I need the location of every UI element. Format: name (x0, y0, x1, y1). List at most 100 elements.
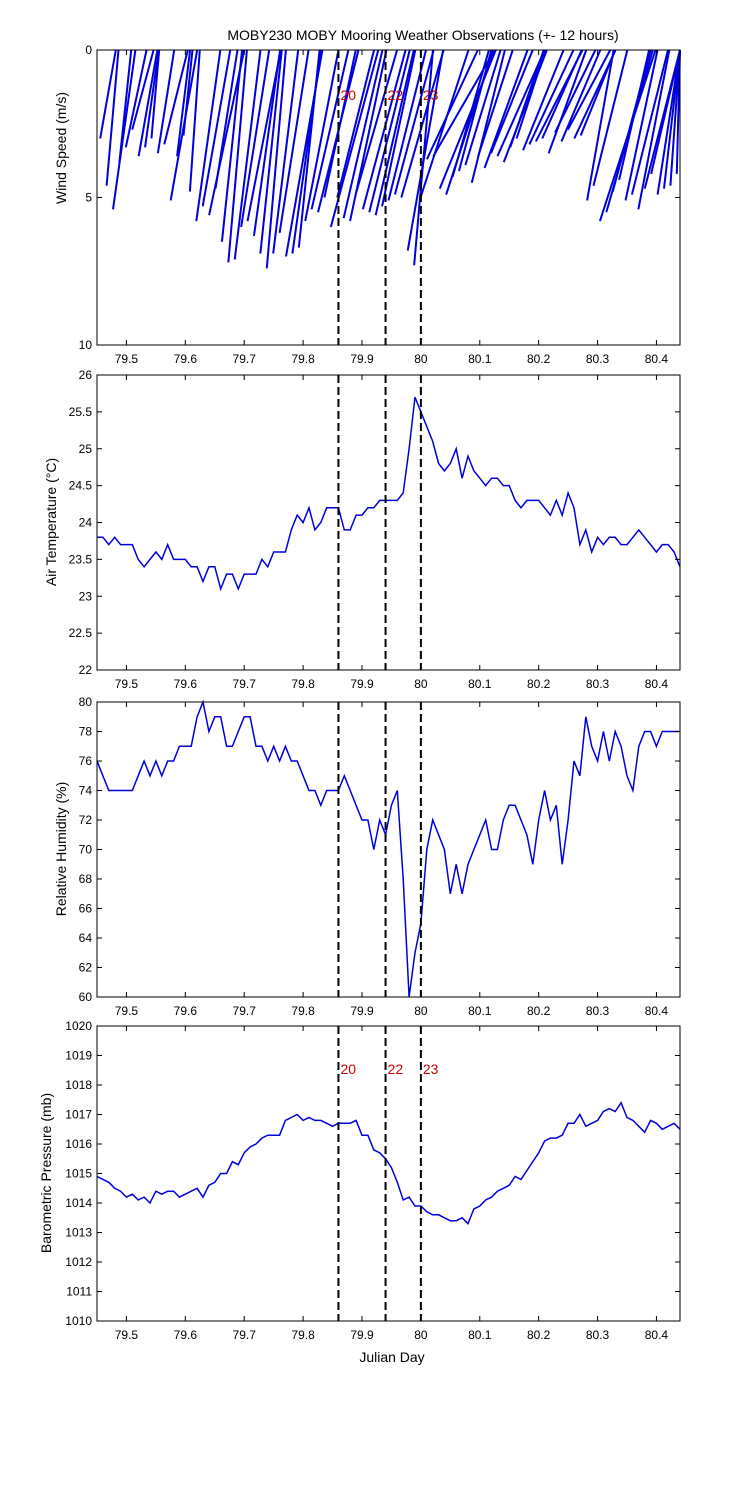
xtick-label: 80 (414, 352, 428, 366)
xtick-label: 80.4 (645, 677, 669, 691)
wind-stick (675, 49, 681, 174)
xtick-label: 79.8 (291, 677, 315, 691)
xtick-label: 80.2 (527, 1004, 551, 1018)
relative-humidity-yticks: 60 62 64 66 68 70 72 74 76 78 80 (79, 695, 680, 1004)
wind-stick (560, 49, 602, 142)
wind-stick (413, 49, 434, 266)
air-temperature-panel: Air Temperature (°C) 2222.52323.52424.52… (43, 368, 681, 691)
wind-stick (477, 49, 514, 157)
xtick-label: 79.8 (291, 1328, 315, 1342)
wind-stick (426, 49, 479, 160)
xtick-label: 80.2 (527, 677, 551, 691)
series-line (97, 396, 681, 592)
event-label: 23 (423, 87, 439, 103)
ytick-label: 5 (85, 191, 92, 205)
xtick-label: 79.8 (291, 1004, 315, 1018)
wind-stick (387, 49, 427, 201)
ytick-label: 74 (79, 784, 93, 798)
wind-stick (509, 49, 545, 148)
ytick-label: 25.5 (69, 405, 93, 419)
ytick-label: 64 (79, 931, 93, 945)
wind-stick (233, 49, 262, 260)
xtick-label: 80 (414, 1328, 428, 1342)
wind-stick (515, 49, 547, 139)
xtick-label: 79.6 (174, 352, 198, 366)
ytick-label: 60 (79, 990, 93, 1004)
ytick-label: 25 (79, 442, 93, 456)
xtick-label: 79.9 (350, 1328, 374, 1342)
wind-speed-ylabel: Wind Speed (m/s) (53, 92, 69, 204)
xtick-label: 80.3 (586, 1004, 610, 1018)
xtick-label: 79.6 (174, 677, 198, 691)
wind-stick (579, 49, 617, 136)
xtick-label: 80.1 (468, 1328, 492, 1342)
wind-speed-yticks: 0 5 10 (79, 43, 680, 352)
ytick-label: 66 (79, 902, 93, 916)
wind-stick (163, 49, 189, 145)
wind-stick (458, 49, 493, 172)
series-line (96, 1101, 681, 1226)
relative-humidity-event-lines (337, 702, 422, 997)
wind-stick (259, 49, 283, 254)
wind-stick (406, 49, 445, 251)
wind-stick (201, 49, 232, 207)
wind-stick (336, 49, 375, 198)
wind-stick (381, 49, 417, 207)
wind-stick (182, 49, 194, 136)
wind-stick (195, 49, 222, 222)
wind-stick (118, 49, 133, 163)
ytick-label: 1016 (65, 1137, 92, 1151)
xtick-label: 80.2 (527, 1328, 551, 1342)
wind-stick (464, 49, 502, 166)
event-label: 20 (340, 1061, 356, 1077)
wind-stick (214, 49, 239, 189)
wind-stick (592, 49, 629, 186)
relative-humidity-xticks: 79.5 79.6 79.7 79.8 79.9 80 80.1 80.2 80.3 80.4 (115, 702, 669, 1018)
event-label: 22 (388, 1061, 404, 1077)
ytick-label: 1011 (66, 1285, 92, 1299)
ytick-label: 24 (79, 516, 93, 530)
ytick-label: 1018 (65, 1078, 92, 1092)
xtick-label: 80.1 (468, 677, 492, 691)
wind-stick (630, 49, 669, 195)
wind-stick (342, 49, 384, 219)
xtick-label: 79.7 (233, 1328, 257, 1342)
xtick-label: 80.4 (645, 1328, 669, 1342)
wind-stick (278, 49, 310, 234)
wind-stick (662, 49, 681, 189)
wind-stick (470, 49, 506, 183)
xtick-label: 80.4 (645, 1004, 669, 1018)
wind-stick (188, 49, 201, 192)
ytick-label: 1013 (65, 1226, 92, 1240)
ytick-label: 26 (79, 368, 93, 382)
ytick-label: 62 (79, 961, 93, 975)
xtick-label: 79.8 (291, 352, 315, 366)
wind-stick (124, 49, 148, 148)
air-temperature-series (97, 396, 681, 592)
air-temperature-ylabel: Air Temperature (°C) (43, 458, 59, 586)
wind-stick (220, 49, 244, 242)
air-temperature-event-lines (337, 375, 422, 670)
xtick-label: 79.6 (174, 1328, 198, 1342)
wind-stick (393, 49, 435, 195)
xtick-label: 79.5 (115, 677, 139, 691)
ytick-label: 76 (79, 754, 93, 768)
xtick-label: 80 (414, 677, 428, 691)
wind-stick (240, 49, 271, 228)
wind-speed-xticks: 79.5 79.6 79.7 79.8 79.9 80 80.1 80.2 80.3 80.4 (115, 50, 668, 366)
wind-event-lines (337, 50, 422, 345)
air-temperature-xticks: 79.5 79.6 79.7 79.8 79.9 80 80.1 80.2 80.3 80.4 (115, 375, 669, 691)
ytick-label: 10 (79, 338, 93, 352)
wind-stick (144, 49, 160, 148)
xtick-label: 79.5 (115, 1328, 139, 1342)
ytick-label: 1014 (65, 1196, 92, 1210)
wind-stick (150, 49, 161, 139)
wind-stick (310, 49, 350, 210)
barometric-pressure-panel: Barometric Pressure (mb) 20 22 23 1010 1011… (38, 1019, 681, 1365)
xtick-label: 80.3 (586, 352, 610, 366)
ytick-label: 78 (79, 725, 93, 739)
wind-stick (349, 49, 388, 222)
xtick-label: 80.1 (468, 352, 492, 366)
